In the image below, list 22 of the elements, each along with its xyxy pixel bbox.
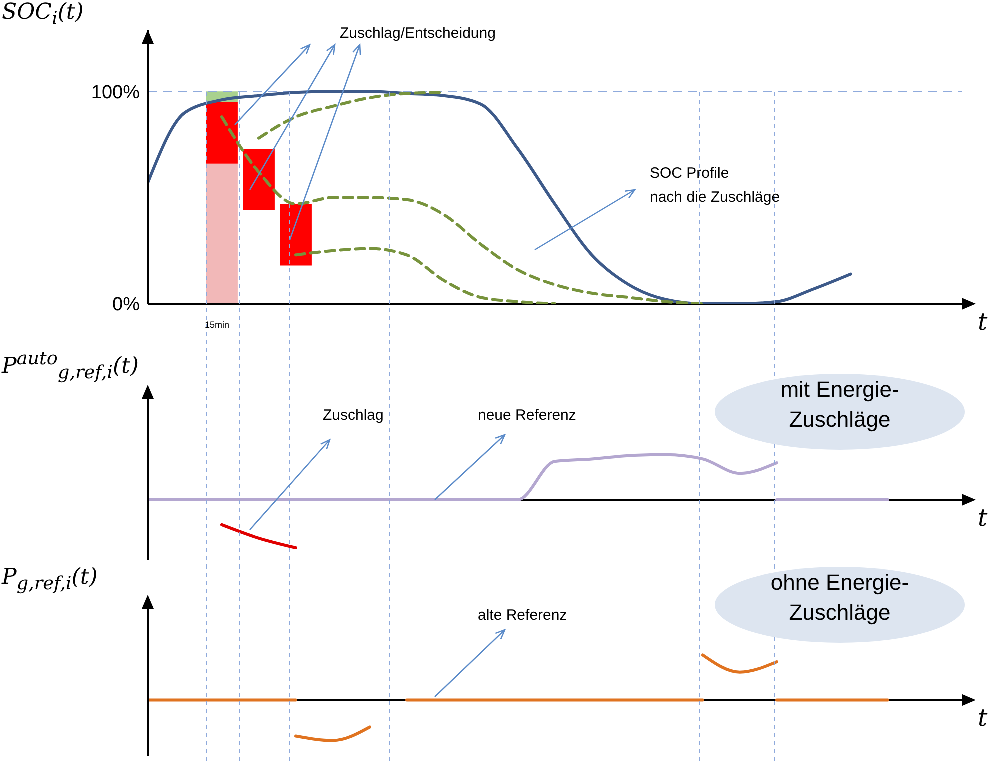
text: mit Energie- Zuschläge	[780, 377, 900, 432]
y-tick-label: 100%	[91, 82, 140, 104]
annotation: Zuschlag/Entscheidung	[340, 25, 496, 42]
y-axis-title: P$^{auto}$$_{g,ref,i}$(t)	[2, 349, 139, 384]
bar	[206, 164, 238, 304]
x-axis-title: t	[978, 704, 988, 732]
x-axis-title: t	[978, 504, 988, 532]
bar	[244, 148, 275, 211]
text: alte Referenz	[478, 607, 568, 624]
y-tick-label: 0%	[112, 294, 140, 316]
text: 15min	[205, 320, 230, 330]
y-axis-title: P$_{g,ref,i}$(t)	[2, 565, 98, 594]
bar	[206, 102, 238, 164]
y-axis-title: SOC$_{i}$(t)	[2, 0, 84, 30]
line-series	[148, 90, 852, 304]
text: ohne Energie- Zuschläge	[770, 570, 910, 625]
x-axis-title: t	[978, 308, 988, 336]
line-series	[294, 247, 556, 304]
text: neue Referenz	[478, 407, 576, 424]
text: Zuschlag	[323, 407, 384, 424]
bar	[280, 204, 312, 266]
annotation: SOC Profile nach die Zuschläge	[650, 165, 780, 206]
